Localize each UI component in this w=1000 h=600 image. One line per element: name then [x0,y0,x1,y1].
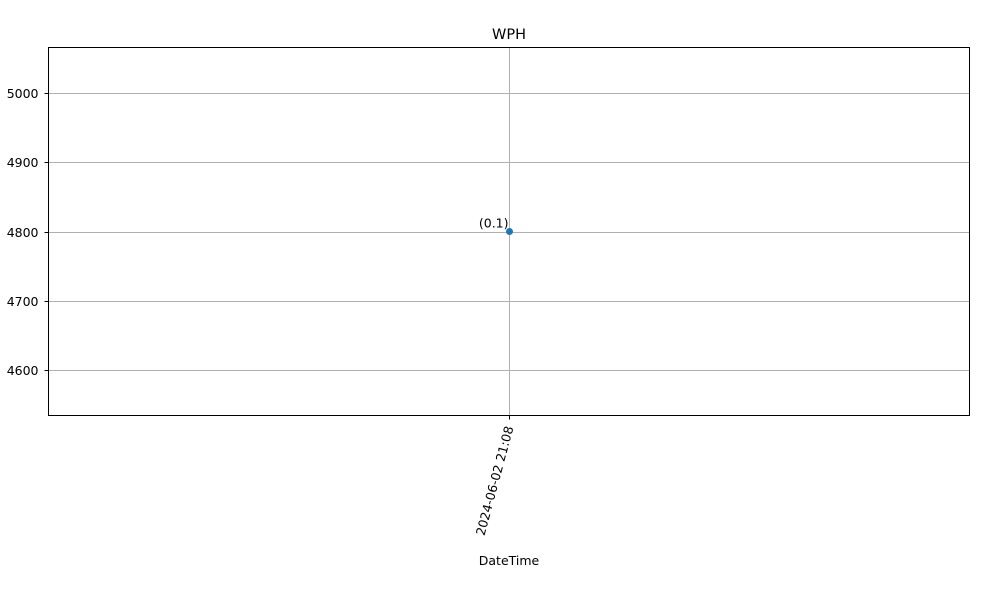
y-tick-label: 5000 [7,86,39,101]
point-annotation: (0.1) [479,216,509,231]
x-axis-label: DateTime [479,553,540,568]
data-layer: (0.1) [479,216,513,235]
y-tick-label: 4800 [7,225,39,240]
y-tick-label: 4700 [7,294,39,309]
y-axis: 4600 4700 4800 4900 5000 [7,86,49,378]
chart-title: WPH [492,27,526,43]
y-tick-label: 4600 [7,363,39,378]
x-axis: 2024-06-02 21:08 [473,415,517,537]
y-tick-label: 4900 [7,155,39,170]
data-point [506,228,513,235]
x-tick-label: 2024-06-02 21:08 [473,424,517,537]
